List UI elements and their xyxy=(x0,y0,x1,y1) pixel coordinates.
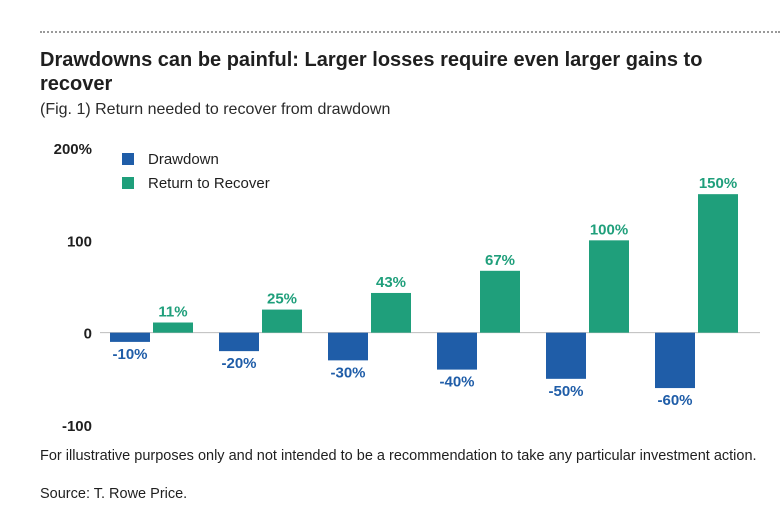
data-label: 67% xyxy=(485,252,515,269)
y-tick-label: 0 xyxy=(84,326,92,343)
data-label: -20% xyxy=(221,355,256,372)
drawdown-bar xyxy=(546,332,586,379)
legend-label: Drawdown xyxy=(148,151,219,168)
data-label: -60% xyxy=(657,392,692,409)
top-divider xyxy=(40,31,780,33)
data-label: 25% xyxy=(267,291,297,308)
chart-subtitle: (Fig. 1) Return needed to recover from d… xyxy=(40,101,391,118)
drawdown-bar xyxy=(110,332,150,342)
data-label: -50% xyxy=(548,383,583,400)
y-tick-label: 200% xyxy=(54,141,92,158)
source-note: Source: T. Rowe Price. xyxy=(40,486,188,502)
recovery-bar xyxy=(480,270,520,333)
legend-label: Return to Recover xyxy=(148,175,270,192)
drawdown-bar xyxy=(655,332,695,389)
recovery-bar xyxy=(262,309,302,333)
data-label: 43% xyxy=(376,274,406,291)
legend-swatch xyxy=(122,153,134,165)
recovery-bar xyxy=(153,322,193,333)
data-label: 100% xyxy=(590,221,628,238)
chart-title: Drawdowns can be painful: Larger losses … xyxy=(40,49,703,95)
data-label: -10% xyxy=(112,346,147,363)
footnote: For illustrative purposes only and not i… xyxy=(40,448,757,464)
data-label: -40% xyxy=(439,374,474,391)
recovery-bar xyxy=(698,194,738,333)
y-tick-label: 100 xyxy=(67,233,92,250)
data-label: 150% xyxy=(699,175,737,192)
recovery-bar xyxy=(371,292,411,333)
drawdown-bar xyxy=(328,332,368,361)
data-label: -30% xyxy=(330,364,365,381)
drawdown-bar xyxy=(219,332,259,352)
recovery-bar xyxy=(589,240,629,333)
data-label: 11% xyxy=(158,304,187,321)
drawdown-bar xyxy=(437,332,477,370)
y-tick-label: -100 xyxy=(62,418,92,435)
legend-swatch xyxy=(122,177,134,189)
